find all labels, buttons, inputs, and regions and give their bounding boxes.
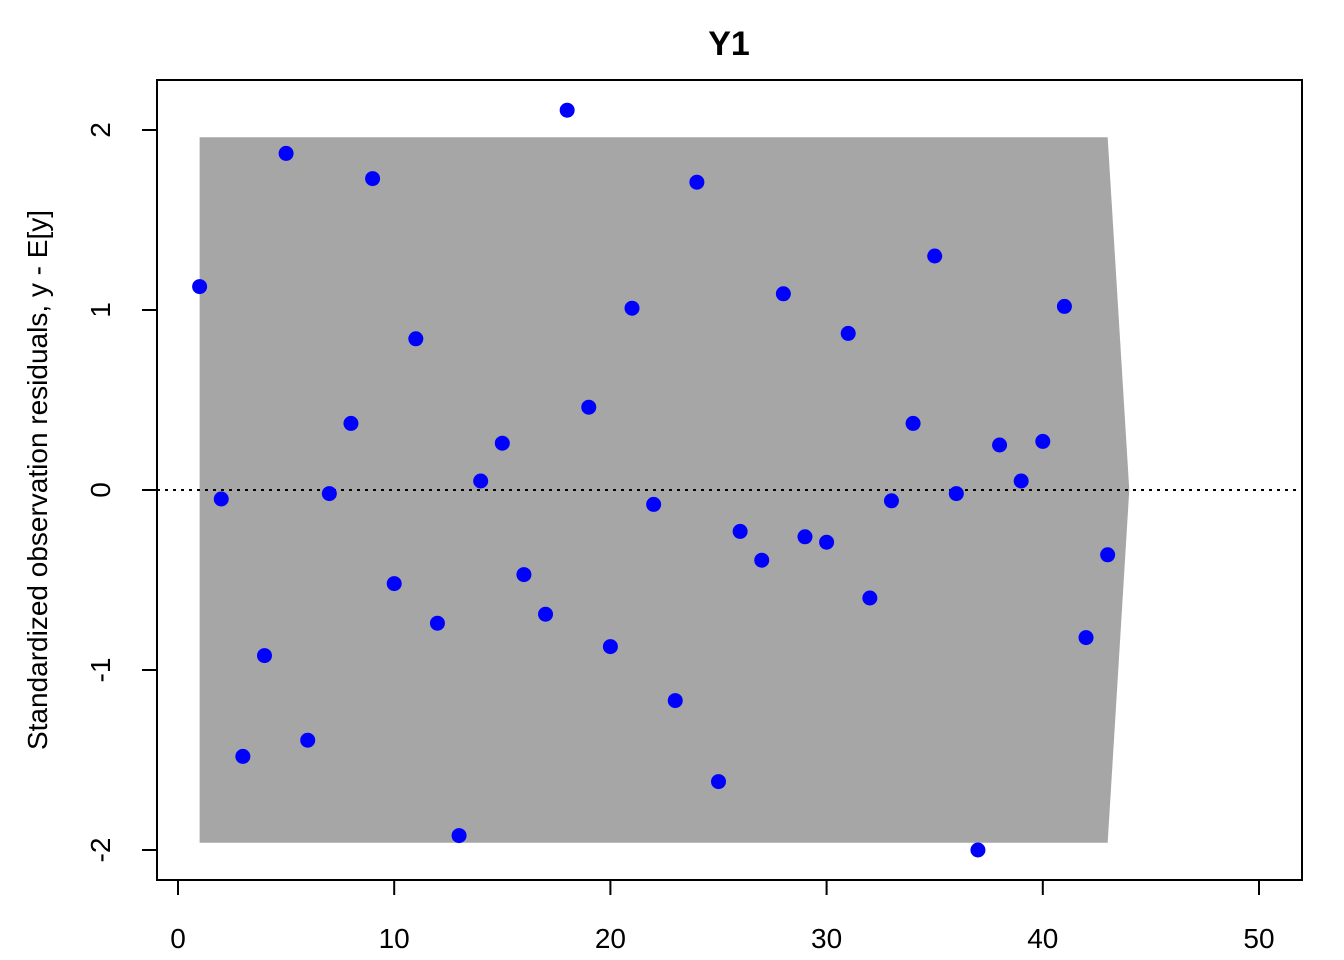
x-tick-label: 20 [595, 923, 626, 954]
data-point [797, 529, 813, 545]
y-axis-label: Standardized observation residuals, y - … [22, 210, 53, 750]
data-point [667, 693, 683, 709]
data-point [992, 437, 1008, 453]
y-tick-label: 0 [85, 482, 116, 498]
data-point [300, 732, 316, 748]
x-tick-label: 0 [170, 923, 186, 954]
y-tick-label: -2 [85, 838, 116, 863]
y-tick-label: -1 [85, 658, 116, 683]
data-point [819, 534, 835, 550]
data-point [278, 145, 294, 161]
data-point [1035, 433, 1051, 449]
data-point [516, 567, 532, 583]
data-point [1100, 547, 1116, 563]
data-point [689, 174, 705, 190]
data-point [1078, 630, 1094, 646]
points-layer [192, 102, 1116, 858]
data-point [775, 286, 791, 302]
data-point [494, 435, 510, 451]
confidence-band [199, 137, 1130, 843]
data-point [451, 828, 467, 844]
data-point [883, 493, 899, 509]
data-point [732, 523, 748, 539]
axes-layer: 0 10 20 30 40 50 -2 -1 0 1 2 [85, 122, 1275, 954]
data-point [429, 615, 445, 631]
data-point [538, 606, 554, 622]
data-point [386, 576, 402, 592]
x-tick-label: 30 [811, 923, 842, 954]
data-point [624, 300, 640, 316]
data-point [754, 552, 770, 568]
data-point [213, 491, 229, 507]
data-point [602, 639, 618, 655]
data-point [365, 171, 381, 187]
data-point [321, 486, 337, 502]
x-tick-label: 10 [379, 923, 410, 954]
x-tick-label: 50 [1243, 923, 1274, 954]
data-point [473, 473, 489, 489]
chart-title: Y1 [708, 25, 750, 63]
y-tick-label: 1 [85, 302, 116, 318]
data-point [581, 399, 597, 415]
data-point [927, 248, 943, 264]
data-point [970, 842, 986, 858]
data-point [948, 486, 964, 502]
data-point [1056, 298, 1072, 314]
x-tick-label: 40 [1027, 923, 1058, 954]
y-tick-label: 2 [85, 122, 116, 138]
data-point [408, 331, 424, 347]
data-point [905, 415, 921, 431]
data-point [343, 415, 359, 431]
data-point [862, 590, 878, 606]
data-point [840, 325, 856, 341]
data-point [646, 496, 662, 512]
data-point [711, 774, 726, 790]
band-layer [199, 137, 1130, 843]
data-point [1013, 473, 1029, 489]
data-point [192, 279, 208, 295]
data-point [235, 748, 251, 764]
data-point [256, 648, 272, 664]
data-point [559, 102, 575, 118]
